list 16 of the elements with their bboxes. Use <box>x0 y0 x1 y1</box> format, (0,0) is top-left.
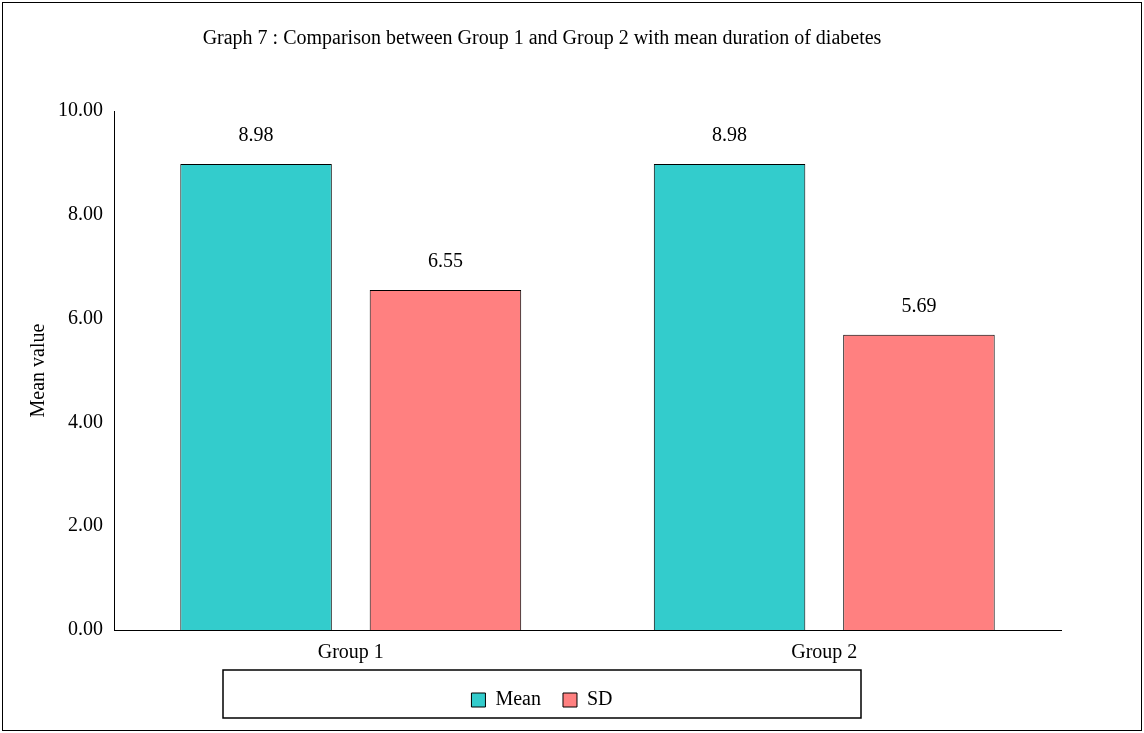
y-tick-label: 10.00 <box>58 98 103 121</box>
y-tick-label: 0.00 <box>68 617 103 640</box>
legend-label: SD <box>586 687 613 710</box>
chart-title: Graph 7 : Comparison between Group 1 and Group 2 with mean duration of diabetes <box>202 26 882 50</box>
x-tick-label: Group 1 <box>317 640 384 664</box>
data-label: 8.98 <box>712 123 748 146</box>
legend-label: Mean <box>495 687 541 710</box>
y-tick-label: 2.00 <box>68 513 103 536</box>
x-tick-label: Group 2 <box>791 640 858 664</box>
y-tick-label: 6.00 <box>68 305 103 328</box>
y-axis-title: Mean value <box>26 323 49 418</box>
y-tick-label: 4.00 <box>68 409 103 432</box>
data-label: 8.98 <box>238 123 274 146</box>
data-label: 5.69 <box>901 293 937 316</box>
data-label: 6.55 <box>427 249 463 272</box>
y-tick-label: 8.00 <box>68 202 103 225</box>
